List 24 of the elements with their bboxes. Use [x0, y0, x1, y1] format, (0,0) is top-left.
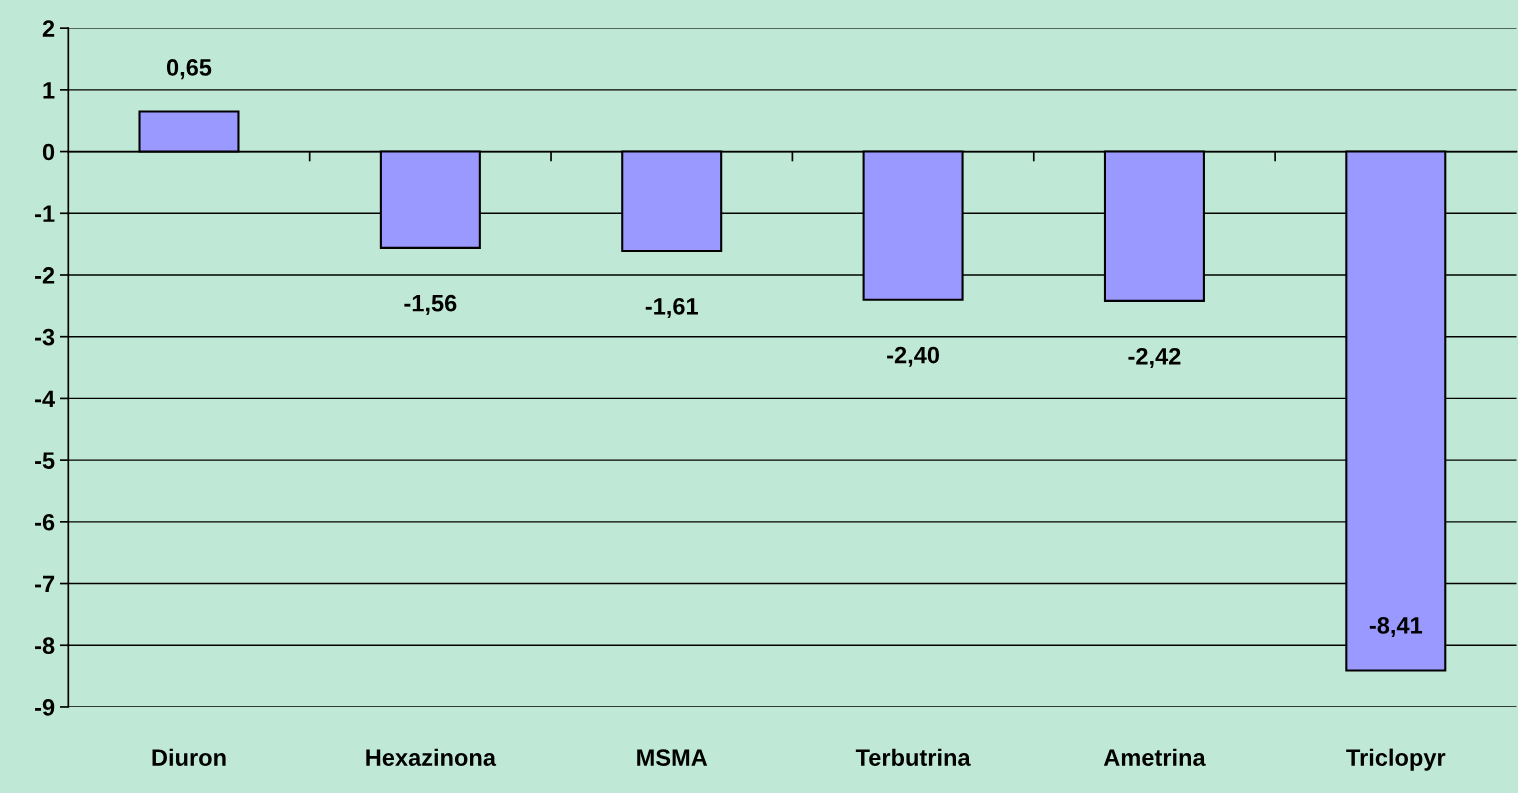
- x-tick-label: MSMA: [637, 749, 708, 766]
- x-tick-label: Hexazinona: [366, 748, 497, 766]
- x-tick-label: Ametrina: [1103, 748, 1206, 766]
- data-label: -8,41: [1369, 616, 1423, 638]
- y-tick-label: 0: [42, 143, 55, 161]
- data-label: -1,56: [404, 294, 457, 315]
- y-tick-label: -6: [35, 513, 55, 531]
- x-tick-label: Triclopyr: [1346, 748, 1446, 771]
- x-tick-label: Terbutrina: [855, 748, 971, 766]
- y-tick-label: -4: [35, 390, 55, 407]
- data-label: 0,65: [166, 59, 212, 80]
- y-tick-label: -8: [35, 637, 55, 655]
- y-tick-label: -7: [35, 575, 55, 593]
- data-label: -2,40: [887, 346, 940, 367]
- x-tick-label: Diuron: [152, 748, 226, 766]
- y-tick-label: -3: [35, 328, 55, 346]
- y-tick-label: -2: [35, 267, 55, 284]
- y-tick-label: -9: [35, 699, 55, 716]
- y-tick-label: 1: [43, 82, 55, 99]
- y-tick-label: 2: [42, 20, 55, 37]
- data-label: -1,61: [645, 297, 698, 319]
- y-tick-label: -1: [35, 205, 55, 222]
- y-tick-label: -5: [35, 452, 55, 469]
- data-label: -2,42: [1128, 347, 1181, 369]
